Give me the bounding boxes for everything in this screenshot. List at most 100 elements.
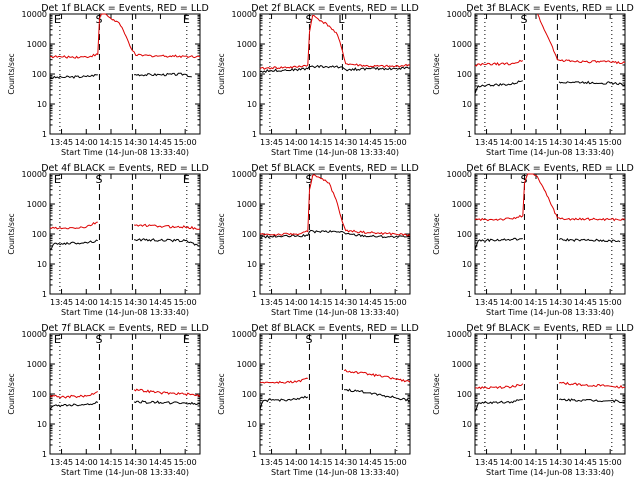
x-tick-label: 13:45 xyxy=(475,298,498,307)
panel-3: Det 3f BLACK = Events, RED = LLD 1 10 100 10… xyxy=(432,3,634,157)
marker-label: L xyxy=(338,13,345,26)
y-tick-label: 100 xyxy=(32,230,47,239)
y-tick-label: 1 xyxy=(467,130,472,139)
lld-series-line xyxy=(134,223,201,230)
marker-label: S xyxy=(95,13,102,26)
y-tick-label: 10000 xyxy=(447,330,472,339)
x-tick-label: 14:15 xyxy=(524,138,547,147)
x-axis-label: Start Time (14-Jun-08 13:33:40) xyxy=(61,148,189,157)
plot-frame xyxy=(259,333,411,455)
y-tick-label: 100 xyxy=(242,390,257,399)
x-tick-label: 14:45 xyxy=(359,298,382,307)
y-tick-label: 10000 xyxy=(447,10,472,19)
panel-title: Det 6f BLACK = Events, RED = LLD xyxy=(466,163,634,174)
marker-label: S xyxy=(305,13,312,26)
events-series-line xyxy=(474,237,523,250)
events-series-line xyxy=(344,388,411,403)
y-tick-label: 100 xyxy=(32,390,47,399)
x-tick-label: 14:45 xyxy=(359,138,382,147)
x-tick-label: 14:15 xyxy=(99,458,122,467)
y-tick-label: 10 xyxy=(462,420,472,429)
y-tick-label: 1000 xyxy=(452,360,472,369)
x-tick-label: 14:00 xyxy=(75,298,98,307)
y-tick-label: 1 xyxy=(252,290,257,299)
events-series-line xyxy=(558,398,626,404)
marker-label: S xyxy=(95,173,102,186)
x-tick-label: 14:45 xyxy=(149,298,172,307)
x-tick-label: 14:30 xyxy=(549,298,572,307)
x-tick-label: 13:45 xyxy=(50,298,73,307)
marker-label: E xyxy=(183,173,190,186)
x-tick-label: 14:15 xyxy=(309,458,332,467)
x-tick-label: 15:00 xyxy=(174,138,197,147)
y-tick-label: 1000 xyxy=(27,200,47,209)
x-axis-label: Start Time (14-Jun-08 13:33:40) xyxy=(486,308,614,317)
y-tick-label: 10000 xyxy=(232,10,257,19)
events-series-line xyxy=(259,64,411,73)
panel-title: Det 3f BLACK = Events, RED = LLD xyxy=(466,3,634,14)
events-series-line xyxy=(49,239,98,251)
lld-series-line xyxy=(259,14,411,70)
y-tick-label: 100 xyxy=(242,70,257,79)
plot-frame xyxy=(474,333,626,455)
x-tick-label: 14:30 xyxy=(549,458,572,467)
x-tick-label: 13:45 xyxy=(260,298,283,307)
x-tick-label: 14:00 xyxy=(285,458,308,467)
x-axis-label: Start Time (14-Jun-08 13:33:40) xyxy=(61,308,189,317)
panel-4: Det 4f BLACK = Events, RED = LLD 1 10 100 10… xyxy=(7,163,209,317)
x-tick-label: 14:00 xyxy=(285,138,308,147)
lld-series-line xyxy=(49,13,201,59)
y-tick-label: 100 xyxy=(242,230,257,239)
x-tick-label: 14:45 xyxy=(359,458,382,467)
x-tick-label: 14:00 xyxy=(75,138,98,147)
y-tick-label: 1 xyxy=(467,450,472,459)
y-tick-label: 10000 xyxy=(22,10,47,19)
lld-series-line xyxy=(49,391,98,399)
x-tick-label: 13:45 xyxy=(475,458,498,467)
y-tick-label: 1000 xyxy=(27,360,47,369)
x-tick-label: 14:30 xyxy=(124,298,147,307)
events-series-line xyxy=(558,80,626,86)
x-tick-label: 14:30 xyxy=(124,458,147,467)
panel-title: Det 8f BLACK = Events, RED = LLD xyxy=(251,323,419,334)
marker-label: E xyxy=(54,333,61,346)
panel-title: Det 9f BLACK = Events, RED = LLD xyxy=(466,323,634,334)
x-tick-label: 14:30 xyxy=(549,138,572,147)
x-tick-label: 15:00 xyxy=(599,458,622,467)
y-tick-label: 1000 xyxy=(452,40,472,49)
lld-series-line xyxy=(133,388,201,397)
plot-frame xyxy=(49,173,201,295)
panel-2: Det 2f BLACK = Events, RED = LLD 1 10 100 10… xyxy=(217,3,419,157)
y-tick-label: 10 xyxy=(462,100,472,109)
marker-label: S xyxy=(520,13,527,26)
y-axis-label: Counts/sec xyxy=(217,213,226,254)
x-tick-label: 14:15 xyxy=(524,458,547,467)
panel-title: Det 4f BLACK = Events, RED = LLD xyxy=(41,163,209,174)
x-tick-label: 14:45 xyxy=(574,298,597,307)
events-series-line xyxy=(558,238,621,243)
y-axis-label: Counts/sec xyxy=(432,373,441,414)
y-axis-label: Counts/sec xyxy=(432,213,441,254)
x-tick-label: 15:00 xyxy=(599,298,622,307)
x-tick-label: 15:00 xyxy=(384,458,407,467)
x-tick-label: 14:45 xyxy=(574,138,597,147)
y-axis-label: Counts/sec xyxy=(7,53,16,94)
events-series-line xyxy=(49,74,98,79)
x-tick-label: 14:15 xyxy=(309,298,332,307)
x-tick-label: 14:15 xyxy=(524,298,547,307)
x-axis-label: Start Time (14-Jun-08 13:33:40) xyxy=(486,148,614,157)
x-tick-label: 14:00 xyxy=(500,458,523,467)
marker-label: E xyxy=(183,13,190,26)
x-tick-label: 14:00 xyxy=(75,458,98,467)
y-tick-label: 10 xyxy=(37,100,47,109)
lld-series-line xyxy=(343,369,411,383)
panel-8: Det 8f BLACK = Events, RED = LLD 1 10 100 10… xyxy=(217,323,419,477)
panel-title: Det 5f BLACK = Events, RED = LLD xyxy=(251,163,419,174)
x-axis-label: Start Time (14-Jun-08 13:33:40) xyxy=(271,148,399,157)
lld-series-line xyxy=(475,383,524,390)
x-axis-label: Start Time (14-Jun-08 13:33:40) xyxy=(486,468,614,477)
y-tick-label: 10 xyxy=(247,100,257,109)
x-tick-label: 14:00 xyxy=(285,298,308,307)
y-tick-label: 1 xyxy=(252,130,257,139)
panel-5: Det 5f BLACK = Events, RED = LLD 1 10 100 10… xyxy=(217,163,419,317)
